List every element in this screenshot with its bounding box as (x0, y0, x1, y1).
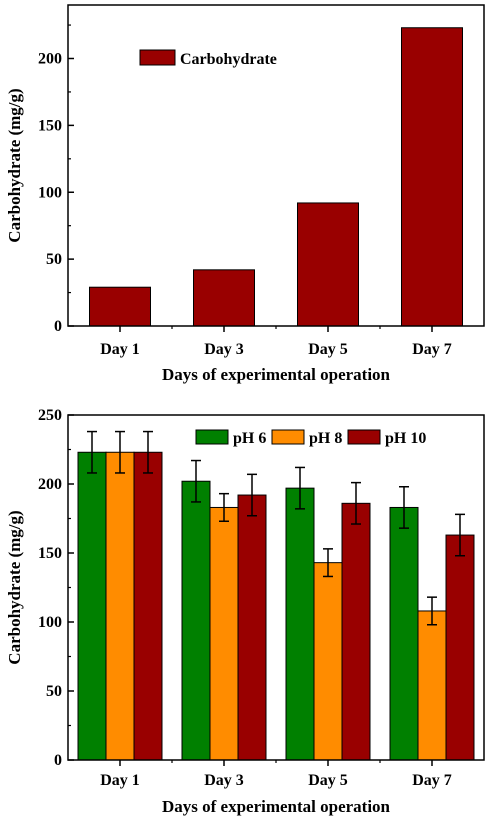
legend: pH 6 pH 8 pH 10 (195, 429, 426, 447)
y-tick-label: 100 (38, 614, 62, 631)
bar-carbohydrate-day-3 (193, 269, 255, 327)
x-tick-label: Day 1 (100, 772, 140, 789)
y-tick-label: 0 (54, 752, 62, 769)
bar-ph-10-day-3 (237, 494, 267, 761)
bar-ph-10-day-7 (445, 534, 475, 761)
error-bar-ph-8-day-7 (427, 596, 437, 626)
bar-ph-8-day-5 (313, 562, 343, 761)
x-tick-label: Day 7 (412, 341, 452, 358)
legend-item-ph-10: pH 10 (347, 429, 426, 447)
error-bar-ph-6-day-5 (295, 466, 305, 510)
error-bar-ph-10-day-5 (351, 481, 361, 525)
error-bar-ph-10-day-7 (455, 513, 465, 557)
legend: Carbohydrate (139, 49, 277, 68)
x-axis-title: Days of experimental operation (162, 365, 391, 384)
x-tick-label: Day 3 (204, 772, 244, 789)
x-axis-title: Days of experimental operation (162, 797, 391, 816)
legend-label: Carbohydrate (180, 51, 277, 68)
bar-ph-6-day-3 (181, 480, 211, 761)
error-bar-ph-8-day-5 (323, 548, 333, 578)
x-tick-label: Day 7 (412, 772, 452, 789)
legend-label: pH 8 (309, 430, 342, 447)
legend-label: pH 6 (233, 430, 266, 447)
y-tick-label: 200 (38, 476, 62, 493)
y-tick-label: 150 (38, 545, 62, 562)
bar-ph-8-day-7 (417, 610, 447, 761)
legend-swatch (195, 429, 229, 445)
bar-ph-8-day-1 (105, 451, 135, 761)
y-tick-label: 0 (54, 318, 62, 335)
y-axis-title: Carbohydrate (mg/g) (5, 88, 24, 242)
y-axis-title: Carbohydrate (mg/g) (5, 510, 24, 664)
y-tick-label: 250 (38, 407, 62, 424)
bar-carbohydrate-day-1 (89, 286, 151, 327)
x-tick-label: Day 5 (308, 341, 348, 358)
bar-ph-8-day-3 (209, 506, 239, 761)
legend-swatch (271, 429, 305, 445)
bar-ph-6-day-5 (285, 487, 315, 761)
x-tick-label: Day 3 (204, 341, 244, 358)
bar-carbohydrate-day-7 (401, 27, 463, 327)
legend-item-ph-8: pH 8 (271, 429, 342, 447)
bar-ph-10-day-5 (341, 502, 371, 761)
error-bar-ph-10-day-1 (143, 430, 153, 474)
bar-carbohydrate-day-5 (297, 202, 359, 327)
chart-carbohydrate-by-ph: 0 50 100 150 200 250 Day 1 Day 3 Day 5 Day 7 Days … (5, 407, 485, 816)
x-tick-label: Day 1 (100, 341, 140, 358)
error-bar-ph-6-day-1 (87, 430, 97, 474)
y-tick-label: 200 (38, 51, 62, 68)
chart-carbohydrate-by-day: 0 50 100 150 200 Day 1 Day 3 Day 5 Day 7 Days of … (5, 4, 485, 384)
error-bar-ph-8-day-1 (115, 430, 125, 474)
error-bar-ph-6-day-3 (191, 459, 201, 503)
error-bar-ph-10-day-3 (247, 473, 257, 517)
y-tick-label: 50 (46, 251, 62, 268)
legend-swatch (347, 429, 381, 445)
legend-item-carbohydrate: Carbohydrate (139, 49, 277, 68)
legend-item-ph-6: pH 6 (195, 429, 266, 447)
y-tick-label: 150 (38, 117, 62, 134)
legend-label: pH 10 (385, 430, 426, 447)
y-tick-label: 100 (38, 184, 62, 201)
y-tick-label: 50 (46, 683, 62, 700)
bar-ph-10-day-1 (133, 451, 163, 761)
bar-ph-6-day-1 (77, 451, 107, 761)
bar-ph-6-day-7 (389, 506, 419, 761)
x-tick-label: Day 5 (308, 772, 348, 789)
error-bar-ph-6-day-7 (399, 486, 409, 529)
error-bar-ph-8-day-3 (219, 492, 229, 523)
legend-swatch (139, 49, 176, 66)
